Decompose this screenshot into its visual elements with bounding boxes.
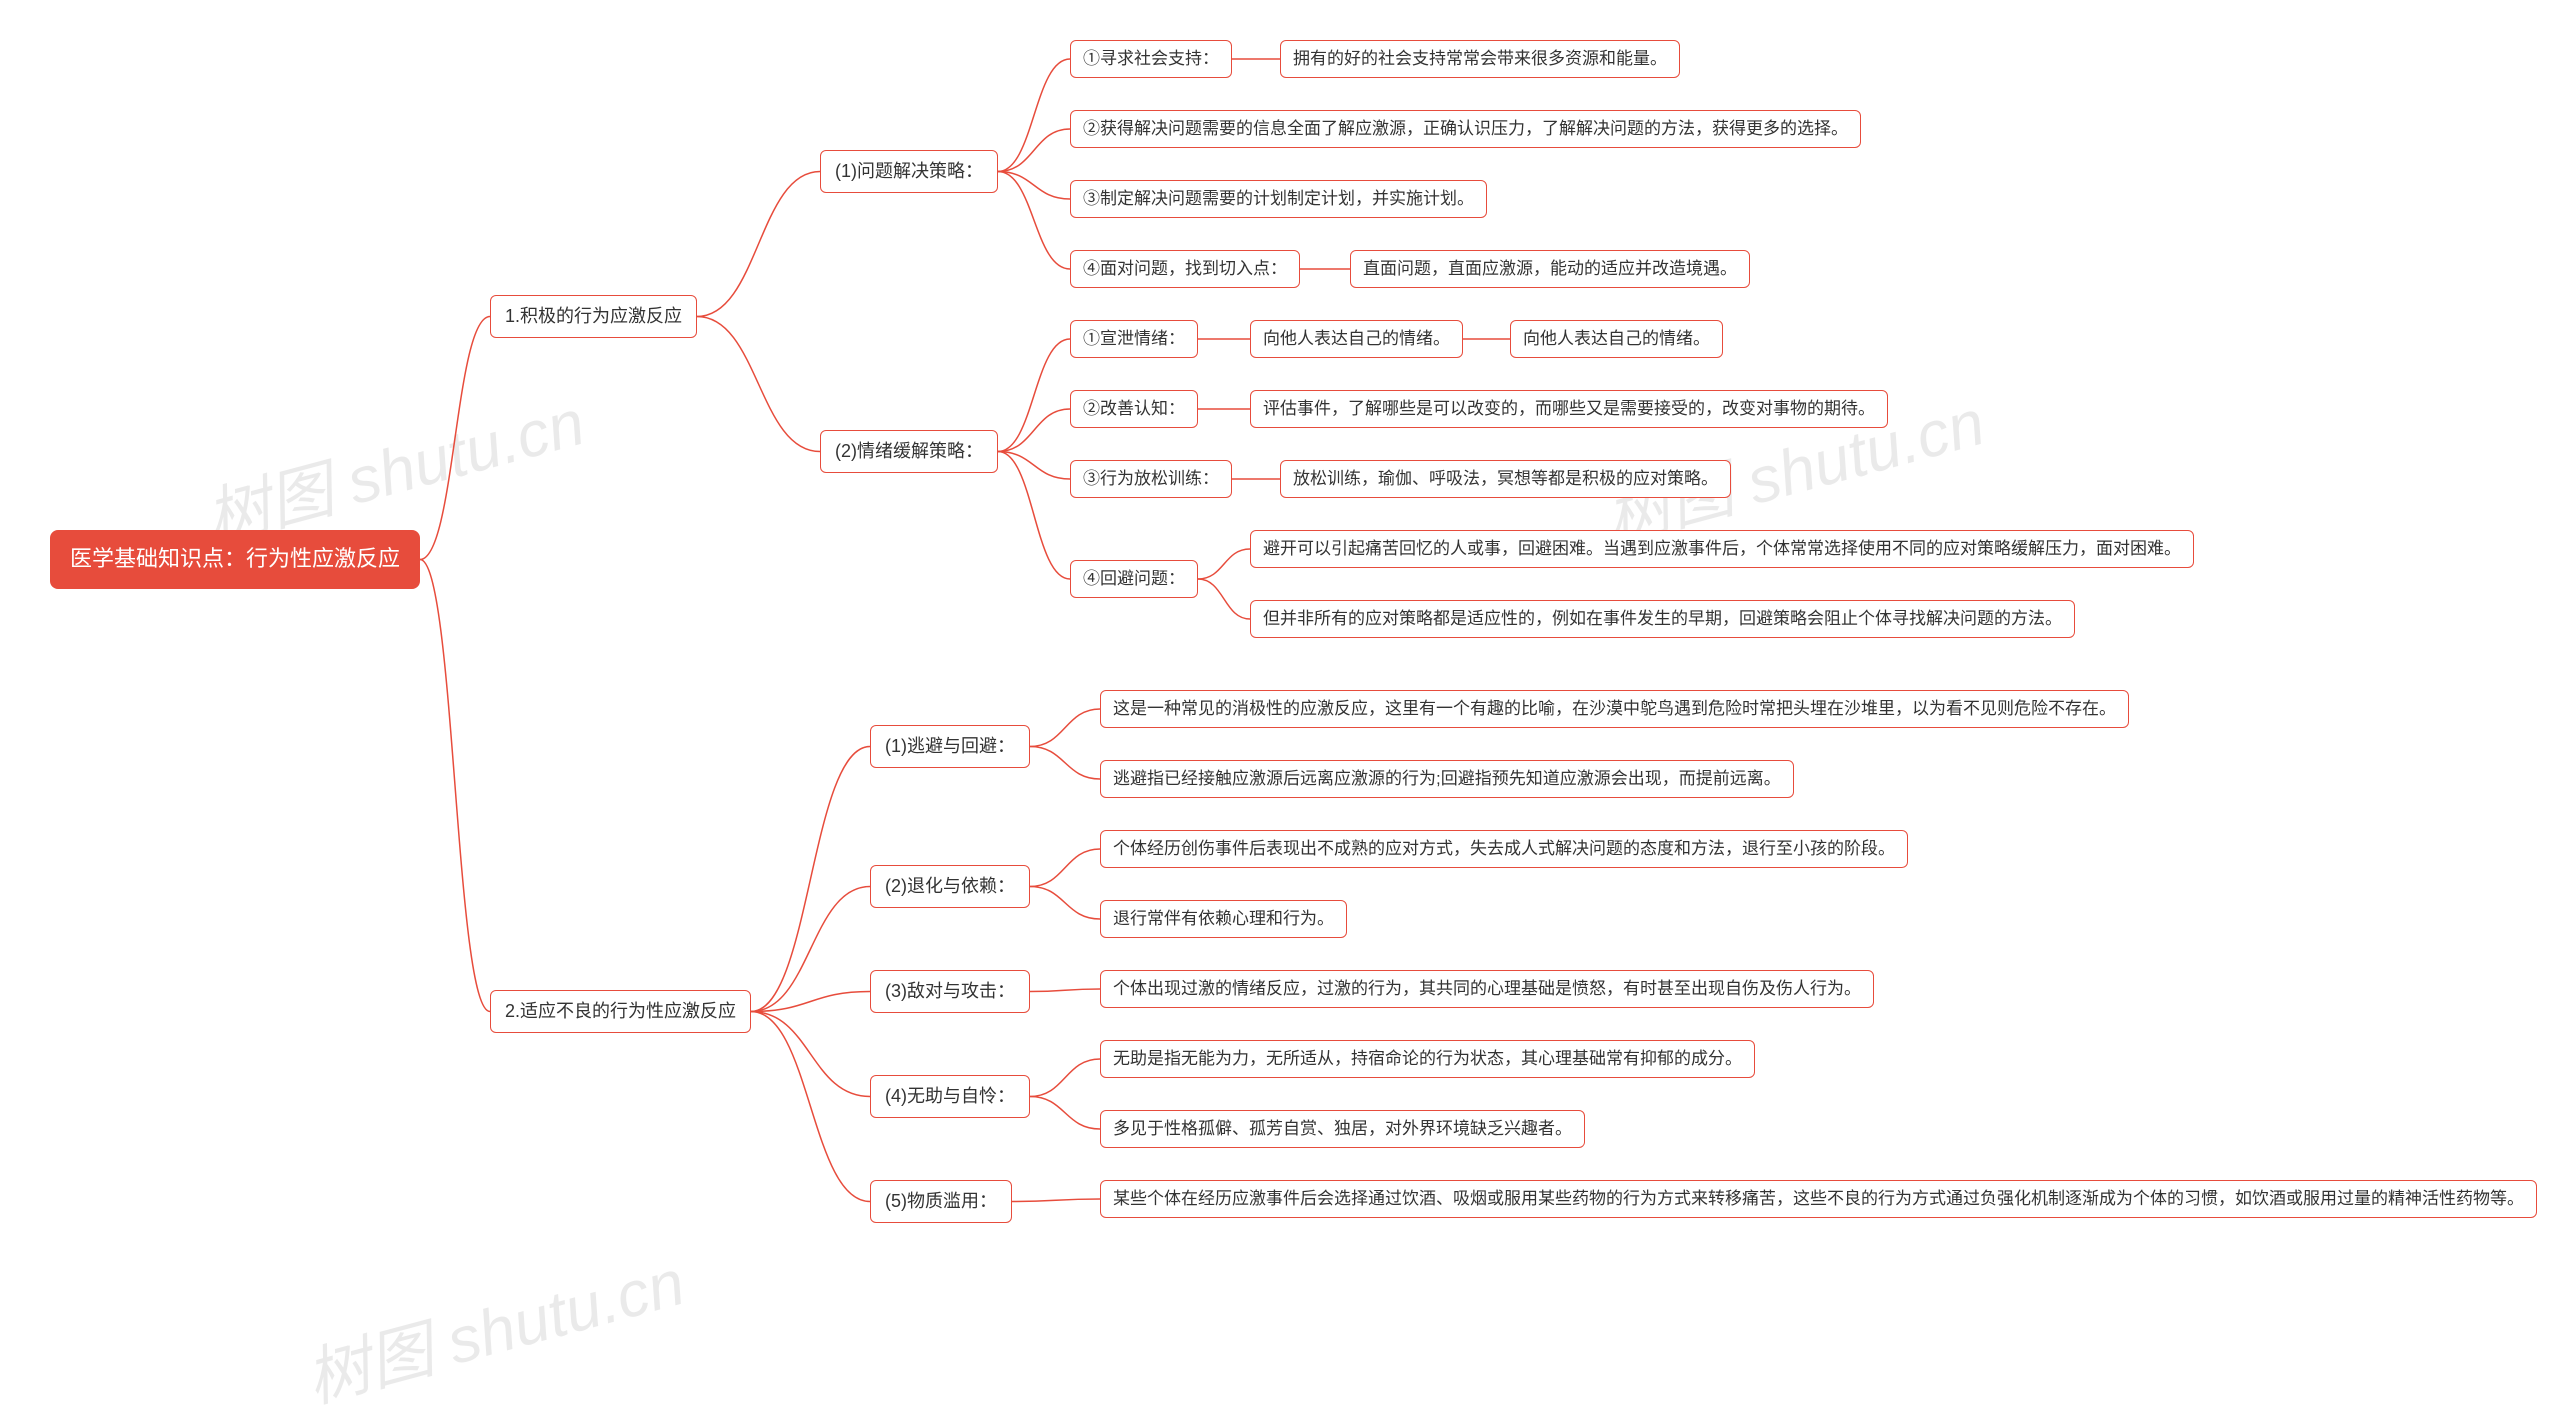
node-regress-depend-detail1[interactable]: 个体经历创伤事件后表现出不成熟的应对方式，失去成人式解决问题的态度和方法，退行至… <box>1100 830 1908 868</box>
node-helpless-pity-detail2[interactable]: 多见于性格孤僻、孤芳自赏、独居，对外界环境缺乏兴趣者。 <box>1100 1110 1585 1148</box>
node-seek-support-detail[interactable]: 拥有的好的社会支持常常会带来很多资源和能量。 <box>1280 40 1680 78</box>
node-hostile-attack-detail[interactable]: 个体出现过激的情绪反应，过激的行为，其共同的心理基础是愤怒，有时甚至出现自伤及伤… <box>1100 970 1874 1008</box>
node-avoid-problem[interactable]: ④回避问题： <box>1070 560 1198 598</box>
node-escape-avoid-detail2[interactable]: 逃避指已经接触应激源后远离应激源的行为;回避指预先知道应激源会出现，而提前远离。 <box>1100 760 1794 798</box>
root-node[interactable]: 医学基础知识点：行为性应激反应 <box>50 530 420 589</box>
branch-negative[interactable]: 2.适应不良的行为性应激反应 <box>490 990 751 1033</box>
node-avoid-problem-detail2[interactable]: 但并非所有的应对策略都是适应性的，例如在事件发生的早期，回避策略会阻止个体寻找解… <box>1250 600 2075 638</box>
node-hostile-attack[interactable]: (3)敌对与攻击： <box>870 970 1030 1013</box>
node-face-problem[interactable]: ④面对问题，找到切入点： <box>1070 250 1300 288</box>
node-vent-emotion-detail[interactable]: 向他人表达自己的情绪。 <box>1250 320 1463 358</box>
node-improve-cognition[interactable]: ②改善认知： <box>1070 390 1198 428</box>
node-helpless-pity-detail1[interactable]: 无助是指无能为力，无所适从，持宿命论的行为状态，其心理基础常有抑郁的成分。 <box>1100 1040 1755 1078</box>
node-emotion-relief[interactable]: (2)情绪缓解策略： <box>820 430 998 473</box>
node-substance-abuse[interactable]: (5)物质滥用： <box>870 1180 1012 1223</box>
node-escape-avoid[interactable]: (1)逃避与回避： <box>870 725 1030 768</box>
node-relax-training[interactable]: ③行为放松训练： <box>1070 460 1232 498</box>
node-escape-avoid-detail1[interactable]: 这是一种常见的消极性的应激反应，这里有一个有趣的比喻，在沙漠中鸵鸟遇到危险时常把… <box>1100 690 2129 728</box>
node-seek-support[interactable]: ①寻求社会支持： <box>1070 40 1232 78</box>
node-make-plan[interactable]: ③制定解决问题需要的计划制定计划，并实施计划。 <box>1070 180 1487 218</box>
node-vent-emotion[interactable]: ①宣泄情绪： <box>1070 320 1198 358</box>
watermark: 树图 shutu.cn <box>295 1231 693 1420</box>
node-substance-abuse-detail[interactable]: 某些个体在经历应激事件后会选择通过饮酒、吸烟或服用某些药物的行为方式来转移痛苦，… <box>1100 1180 2537 1218</box>
node-get-info[interactable]: ②获得解决问题需要的信息全面了解应激源，正确认识压力，了解解决问题的方法，获得更… <box>1070 110 1861 148</box>
node-regress-depend-detail2[interactable]: 退行常伴有依赖心理和行为。 <box>1100 900 1347 938</box>
node-face-problem-detail[interactable]: 直面问题，直面应激源，能动的适应并改造境遇。 <box>1350 250 1750 288</box>
node-problem-solving[interactable]: (1)问题解决策略： <box>820 150 998 193</box>
mindmap-canvas: 树图 shutu.cn 树图 shutu.cn 树图 shutu.cn 医学基础… <box>0 0 2560 1389</box>
node-regress-depend[interactable]: (2)退化与依赖： <box>870 865 1030 908</box>
node-improve-cognition-detail[interactable]: 评估事件，了解哪些是可以改变的，而哪些又是需要接受的，改变对事物的期待。 <box>1250 390 1888 428</box>
node-relax-training-detail[interactable]: 放松训练，瑜伽、呼吸法，冥想等都是积极的应对策略。 <box>1280 460 1731 498</box>
node-avoid-problem-detail1[interactable]: 避开可以引起痛苦回忆的人或事，回避困难。当遇到应激事件后，个体常常选择使用不同的… <box>1250 530 2194 568</box>
node-vent-emotion-detail2[interactable]: 向他人表达自己的情绪。 <box>1510 320 1723 358</box>
node-helpless-pity[interactable]: (4)无助与自怜： <box>870 1075 1030 1118</box>
branch-positive[interactable]: 1.积极的行为应激反应 <box>490 295 697 338</box>
